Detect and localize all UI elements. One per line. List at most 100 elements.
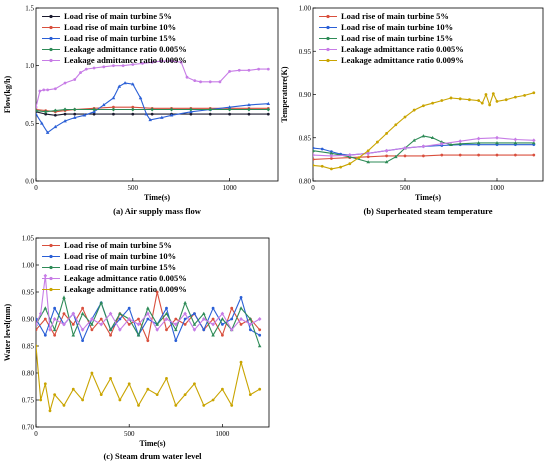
data-point [348, 162, 352, 166]
data-point [111, 107, 116, 112]
data-point [160, 115, 164, 119]
data-point [79, 71, 82, 74]
data-point [513, 141, 518, 145]
data-point [127, 323, 131, 326]
data-point [38, 89, 42, 93]
data-point [266, 67, 270, 71]
x-tick-label: 500 [128, 184, 139, 192]
data-point [248, 393, 252, 396]
data-point [221, 323, 224, 326]
data-point [239, 323, 243, 326]
legend-marker [326, 36, 330, 41]
data-point [199, 80, 202, 84]
chart-caption: (a) Air supply mass flow [113, 206, 202, 216]
data-point [320, 147, 324, 151]
data-point [458, 141, 462, 146]
data-point [220, 317, 225, 321]
data-point [237, 68, 241, 72]
data-point [53, 124, 58, 129]
data-point [45, 130, 50, 134]
legend-label: Load rise of main turbine 15% [64, 33, 176, 43]
legend-label: Load rise of main turbine 5% [64, 240, 172, 250]
data-point [72, 115, 77, 119]
y-tick-label: 0.5 [25, 120, 34, 128]
legend-entry: Load rise of main turbine 5% [319, 11, 449, 21]
data-point [366, 151, 370, 156]
data-point [160, 59, 164, 63]
data-point [458, 97, 462, 101]
data-point [440, 141, 444, 146]
legend-entry: Load rise of main turbine 15% [42, 33, 176, 43]
legend-marker [49, 14, 53, 19]
data-point [141, 61, 144, 65]
y-axis-label: Flow(kg/h) [3, 76, 12, 114]
series-4 [36, 59, 270, 109]
legend-entry: Leakage admittance ratio 0.005% [42, 273, 187, 283]
data-point [101, 102, 106, 107]
data-point [208, 80, 212, 84]
data-point [532, 153, 536, 157]
x-tick-label: 500 [124, 430, 135, 438]
data-point [193, 79, 197, 83]
data-point [53, 393, 57, 396]
data-point [99, 317, 103, 321]
data-point [513, 137, 518, 142]
data-point [403, 115, 407, 119]
legend-marker [49, 58, 53, 63]
data-point [248, 317, 253, 321]
data-point [39, 398, 43, 402]
data-point [92, 109, 96, 114]
data-point [422, 154, 425, 158]
data-point [90, 322, 94, 326]
chart-panel-1: 0 500 1000 0.80 0.85 0.90 0.95 1.00 Time(s) Tempe… [280, 5, 544, 216]
legend-label: Leakage admittance ratio 0.005% [64, 44, 187, 54]
data-point [202, 328, 206, 332]
data-point [164, 311, 169, 315]
data-point [109, 333, 112, 337]
data-point [220, 311, 225, 316]
data-point [146, 311, 150, 316]
data-point [131, 107, 135, 112]
data-point [476, 136, 481, 141]
data-point [258, 328, 262, 332]
data-point [169, 113, 174, 117]
data-point [136, 333, 141, 337]
data-point [150, 112, 154, 116]
data-point [339, 165, 342, 169]
legend-entry: Load rise of main turbine 10% [42, 22, 176, 32]
data-point [258, 387, 262, 391]
series-2 [36, 81, 271, 134]
data-point [266, 107, 271, 112]
data-point [230, 317, 234, 321]
data-point [330, 167, 333, 171]
data-point [421, 144, 426, 149]
data-point [38, 311, 43, 316]
series-2 [313, 134, 536, 164]
data-point [63, 112, 67, 116]
data-point [63, 119, 67, 123]
data-point [211, 317, 215, 321]
y-tick-label: 0.95 [22, 289, 35, 297]
data-point [174, 339, 178, 342]
data-point [320, 164, 324, 168]
legend-marker [49, 36, 53, 41]
y-tick-label: 0.90 [22, 316, 35, 324]
legend-marker [49, 25, 53, 30]
data-point [155, 322, 159, 326]
data-point [127, 382, 131, 386]
data-point [366, 155, 370, 159]
data-point [63, 107, 67, 112]
data-point [80, 327, 85, 332]
data-point [53, 333, 57, 337]
data-point [239, 317, 243, 321]
data-point [43, 306, 48, 310]
y-tick-label: 0.90 [299, 91, 312, 99]
data-point [43, 109, 48, 114]
data-point [155, 393, 159, 396]
legend-marker [49, 254, 53, 259]
series-3 [36, 273, 262, 332]
series-line [36, 60, 269, 108]
legend-label: Load rise of main turbine 15% [64, 262, 176, 272]
legend-label: Load rise of main turbine 10% [64, 22, 176, 32]
data-point [174, 327, 178, 332]
